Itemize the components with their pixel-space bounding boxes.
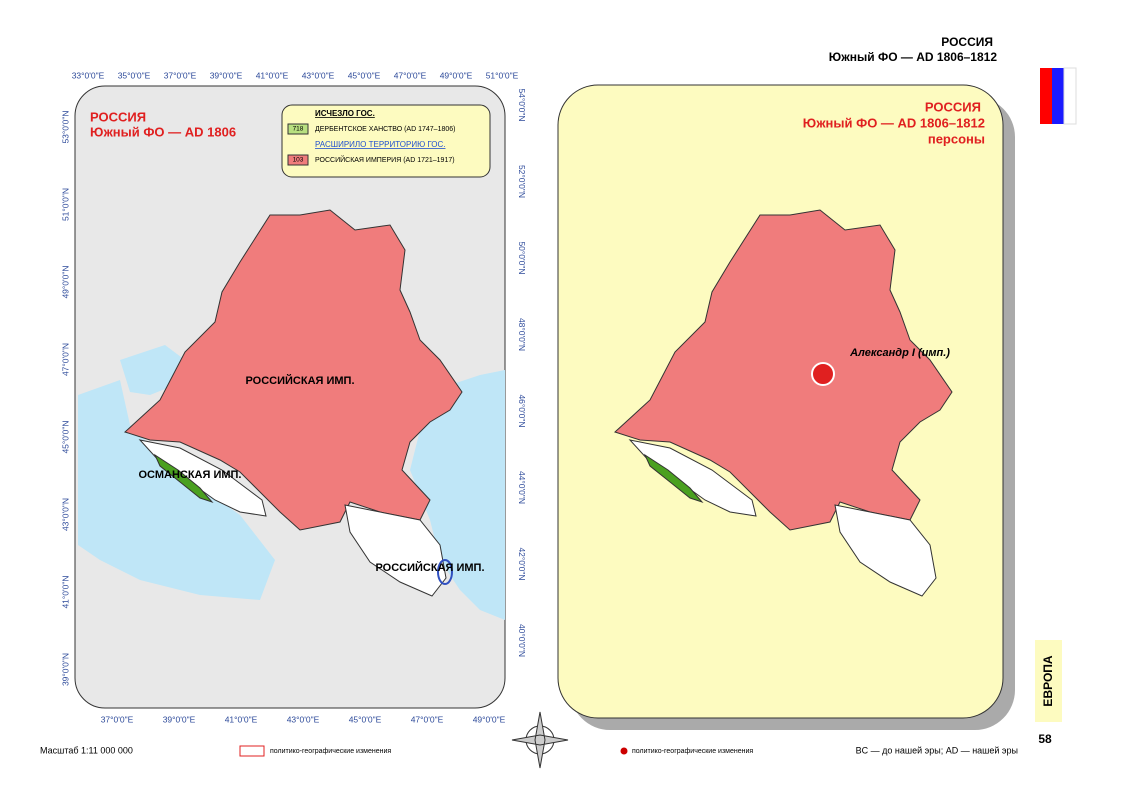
page-number: 58 [1038, 732, 1052, 746]
region-label: ОСМАНСКАЯ ИМП. [138, 469, 241, 481]
coordinate-label: 41°0'0"E [225, 714, 258, 724]
coordinate-label: 44°0'0"N [517, 471, 527, 504]
legend-swatch [287, 154, 309, 166]
person-icon[interactable] [811, 362, 835, 386]
header-title: РОССИЯ [941, 35, 993, 49]
coordinate-label: 50°0'0"N [517, 241, 527, 274]
compass [511, 711, 569, 769]
legend-heading: ИСЧЕЗЛО ГОС. [315, 109, 375, 118]
map-subtitle: Южный ФО — AD 1806 [90, 124, 236, 139]
coordinate-label: 47°0'0"E [411, 714, 444, 724]
coordinate-label: 39°0'0"N [60, 653, 70, 686]
coordinate-label: 49°0'0"E [440, 70, 473, 80]
coordinate-label: 53°0'0"N [60, 110, 70, 143]
legend-code: 718 [293, 126, 304, 133]
coordinate-label: 45°0'0"E [349, 714, 382, 724]
caspian-sea [410, 370, 505, 620]
derbent [437, 559, 453, 585]
flag [1063, 67, 1077, 125]
footer-marker [620, 747, 628, 755]
legend-swatch [287, 123, 309, 135]
legend-heading: РАСШИРИЛО ТЕРРИТОРИЮ ГОС. [315, 140, 446, 149]
coordinate-label: 47°0'0"E [394, 70, 427, 80]
legend [281, 104, 491, 178]
coordinate-label: 41°0'0"E [256, 70, 289, 80]
map-title: РОССИЯ [925, 99, 981, 114]
black-sea [78, 380, 275, 600]
person-label[interactable]: Александр I (имп.) [849, 347, 950, 359]
coordinate-label: 48°0'0"N [517, 318, 527, 351]
flag [1052, 68, 1064, 124]
coordinate-label: 37°0'0"E [164, 70, 197, 80]
coordinate-label: 46°0'0"N [517, 394, 527, 427]
footer-legend: политико-географические изменения [270, 748, 391, 755]
legend-item: ДЕРБЕНТСКОЕ ХАНСТВО (AD 1747–1806) [315, 126, 455, 133]
coordinate-label: 41°0'0"N [60, 575, 70, 608]
coordinate-label: 37°0'0"E [101, 714, 134, 724]
map-title: РОССИЯ [90, 109, 146, 124]
region-label: РОССИЙСКАЯ ИМП. [245, 374, 354, 387]
coordinate-label: 43°0'0"E [302, 70, 335, 80]
coordinate-label: 49°0'0"N [60, 265, 70, 298]
coordinate-label: 47°0'0"N [60, 343, 70, 376]
map-subtitle: Южный ФО — AD 1806–1812 [803, 115, 985, 130]
scale: Масштаб 1:11 000 000 [40, 745, 133, 755]
coordinate-label: 54°0'0"N [517, 88, 527, 121]
coordinate-label: 43°0'0"N [60, 498, 70, 531]
coordinate-label: 49°0'0"E [473, 714, 506, 724]
coordinate-label: 51°0'0"N [60, 188, 70, 221]
section-tab [1035, 640, 1062, 722]
region-label: РОССИЙСКАЯ ИМП. [375, 561, 484, 574]
coordinate-label: 35°0'0"E [118, 70, 151, 80]
coordinate-label: 51°0'0"E [486, 70, 519, 80]
section: ЕВРОПА [1041, 655, 1055, 706]
era-note: BC — до нашей эры; AD — нашей эры [856, 745, 1018, 755]
footer-legend: политико-географические изменения [632, 748, 753, 755]
map-category: персоны [928, 131, 985, 146]
coordinate-label: 39°0'0"E [163, 714, 196, 724]
coordinate-label: 45°0'0"N [60, 420, 70, 453]
legend-code: 103 [293, 157, 304, 164]
coordinate-label: 39°0'0"E [210, 70, 243, 80]
coordinate-label: 42°0'0"N [517, 547, 527, 580]
coordinate-label: 40°0'0"N [517, 624, 527, 657]
legend-item: РОССИЙСКАЯ ИМПЕРИЯ (AD 1721–1917) [315, 155, 455, 164]
coordinate-label: 45°0'0"E [348, 70, 381, 80]
legend-swatch [239, 745, 265, 757]
flag [1040, 68, 1052, 124]
coordinate-label: 33°0'0"E [72, 70, 105, 80]
coordinate-label: 43°0'0"E [287, 714, 320, 724]
header-subtitle: Южный ФО — AD 1806–1812 [829, 50, 998, 64]
coordinate-label: 52°0'0"N [517, 165, 527, 198]
